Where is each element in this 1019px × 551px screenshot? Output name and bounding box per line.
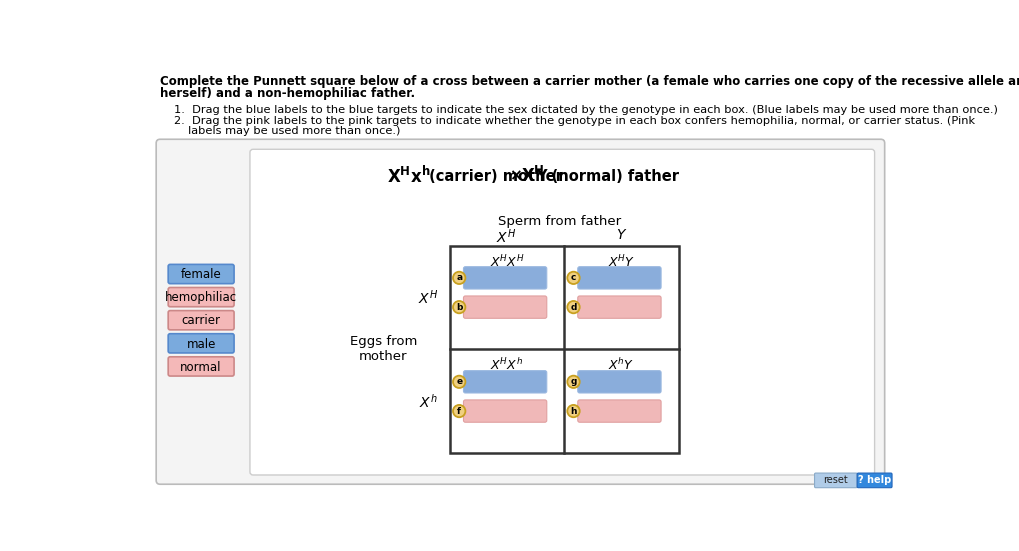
FancyBboxPatch shape [463,400,546,422]
Text: c: c [571,273,576,282]
Text: e: e [455,377,462,386]
FancyBboxPatch shape [168,311,233,330]
Text: Y (normal) father: Y (normal) father [535,169,679,183]
Text: d: d [570,302,576,312]
Text: $X^{H}$Y: $X^{H}$Y [607,253,635,270]
Text: $X^{H}$: $X^{H}$ [418,288,438,307]
Text: hemophiliac: hemophiliac [165,291,237,304]
Text: Eggs from
mother: Eggs from mother [350,336,417,364]
Text: Sperm from father: Sperm from father [498,215,621,228]
Text: $X^{H}X^{h}$: $X^{H}X^{h}$ [490,357,523,373]
Circle shape [452,405,465,417]
Circle shape [567,376,579,388]
Circle shape [567,301,579,314]
FancyBboxPatch shape [856,473,892,488]
Text: male: male [186,338,216,350]
FancyBboxPatch shape [577,400,660,422]
FancyBboxPatch shape [168,334,233,353]
FancyBboxPatch shape [168,264,233,284]
Text: carrier: carrier [181,315,220,327]
Text: b: b [455,302,462,312]
Text: ? help: ? help [857,476,891,485]
Text: ×: × [510,169,522,183]
Text: $\mathbf{X^{H}x^{h}}$: $\mathbf{X^{H}x^{h}}$ [387,166,430,187]
Text: Y: Y [615,228,624,242]
Text: reset: reset [822,476,848,485]
FancyBboxPatch shape [250,149,873,475]
FancyBboxPatch shape [577,371,660,393]
Bar [449,246,678,453]
Text: $\mathbf{X^{H}}$: $\mathbf{X^{H}}$ [521,166,544,186]
Text: f: f [457,407,461,415]
Circle shape [452,376,465,388]
FancyBboxPatch shape [577,296,660,318]
Text: $X^{h}$: $X^{h}$ [419,392,437,410]
Text: Complete the Punnett square below of a cross between a carrier mother (a female : Complete the Punnett square below of a c… [160,75,1019,88]
FancyBboxPatch shape [463,371,546,393]
Circle shape [567,272,579,284]
Text: $X^{h}$Y: $X^{h}$Y [607,357,634,373]
FancyBboxPatch shape [814,473,856,488]
Text: 2.  Drag the pink labels to the pink targets to indicate whether the genotype in: 2. Drag the pink labels to the pink targ… [174,116,974,126]
Text: $X^{H}X^{H}$: $X^{H}X^{H}$ [489,253,524,270]
Circle shape [452,301,465,314]
Text: a: a [455,273,462,282]
Circle shape [567,405,579,417]
Text: labels may be used more than once.): labels may be used more than once.) [187,126,399,136]
Circle shape [452,272,465,284]
FancyBboxPatch shape [577,267,660,289]
Text: (carrier) mother: (carrier) mother [424,169,562,183]
Text: h: h [570,407,576,415]
Text: $X^{H}$: $X^{H}$ [495,228,516,246]
FancyBboxPatch shape [156,139,883,484]
Text: female: female [180,268,221,282]
Text: herself) and a non-hemophiliac father.: herself) and a non-hemophiliac father. [160,87,415,100]
FancyBboxPatch shape [463,296,546,318]
Text: normal: normal [180,361,222,374]
Text: g: g [570,377,576,386]
Text: 1.  Drag the blue labels to the blue targets to indicate the sex dictated by the: 1. Drag the blue labels to the blue targ… [174,105,997,115]
FancyBboxPatch shape [463,267,546,289]
FancyBboxPatch shape [168,357,233,376]
FancyBboxPatch shape [168,288,233,307]
